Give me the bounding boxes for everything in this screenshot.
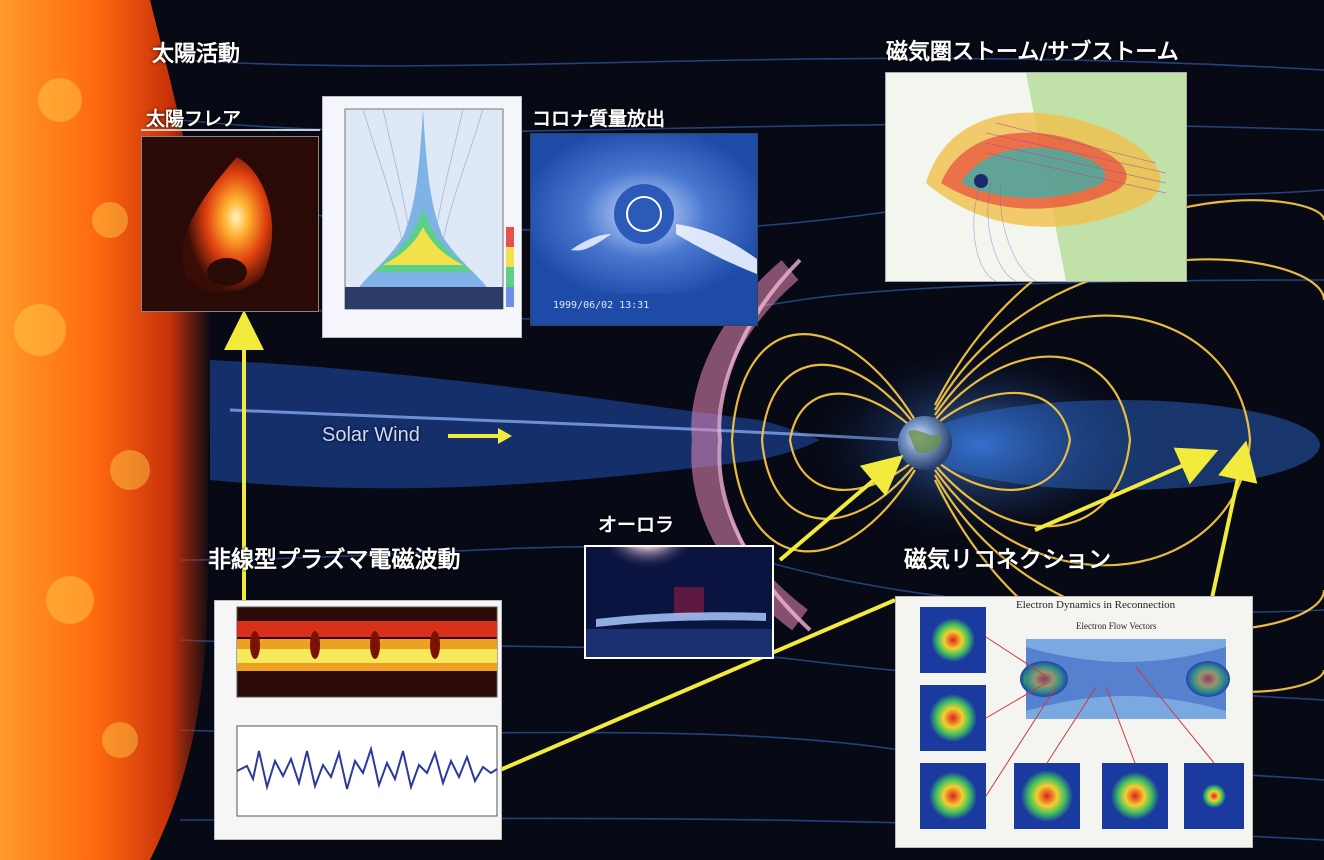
aurora-photo <box>584 545 774 659</box>
solar-wind-label: Solar Wind <box>322 424 420 447</box>
cme-label: コロナ質量放出 <box>532 104 665 131</box>
nonlinear-plasma-waves-label: 非線型プラズマ電磁波動 <box>208 540 461 574</box>
magnetospheric-storm-simulation <box>885 72 1187 282</box>
electron-dynamics-plot: Electron Dynamics in Reconnection Electr… <box>895 596 1253 848</box>
magnetic-reconnection-label: 磁気リコネクション <box>904 540 1111 574</box>
magnetospheric-storm-label: 磁気圏ストーム/サブストーム <box>886 34 1179 66</box>
solar-flare-image <box>141 136 319 312</box>
reconnection-plot-title: Electron Dynamics in Reconnection <box>1016 599 1175 611</box>
reconnection-plot-subtitle: Electron Flow Vectors <box>1076 621 1156 631</box>
cme-coronagraph-image: 1999/06/02 13:31 <box>530 133 758 326</box>
cme-timestamp: 1999/06/02 13:31 <box>553 300 649 311</box>
flare-reconnection-simulation <box>322 96 522 338</box>
solar-flare-label: 太陽フレア <box>146 104 241 131</box>
solar-activity-label: 太陽活動 <box>152 36 240 68</box>
aurora-label: オーロラ <box>598 510 674 537</box>
plasma-wave-plot <box>214 600 502 840</box>
